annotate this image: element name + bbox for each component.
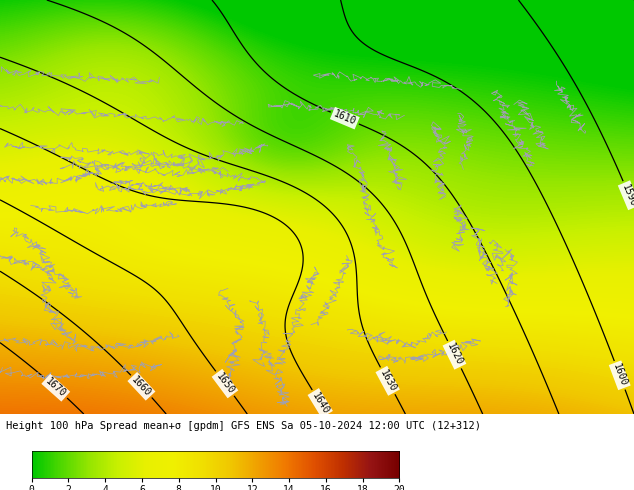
Text: Height 100 hPa Spread mean+σ [gpdm] GFS ENS Sa 05-10-2024 12:00 UTC (12+312): Height 100 hPa Spread mean+σ [gpdm] GFS … [6, 421, 481, 431]
Text: 1610: 1610 [332, 109, 358, 127]
Text: 1650: 1650 [214, 371, 236, 396]
Text: 1660: 1660 [130, 374, 153, 398]
Text: 1630: 1630 [378, 368, 398, 393]
Text: 1620: 1620 [445, 342, 464, 368]
Text: 1670: 1670 [44, 376, 68, 399]
Text: 1600: 1600 [611, 363, 628, 388]
Text: 1590: 1590 [620, 182, 634, 208]
Text: 1640: 1640 [310, 391, 330, 416]
